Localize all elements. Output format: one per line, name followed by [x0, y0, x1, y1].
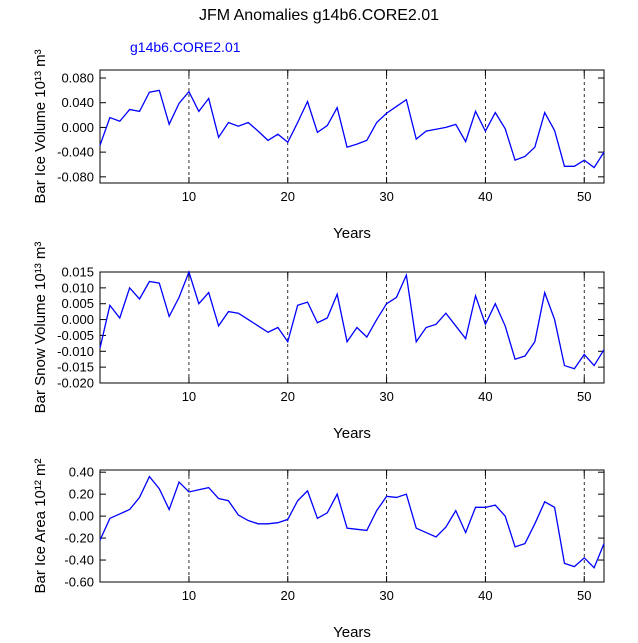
y-tick-label: 0.080 — [61, 71, 94, 86]
x-tick-label: 20 — [281, 189, 295, 204]
x-tick-label: 40 — [478, 588, 492, 603]
y-tick-label: 0.040 — [61, 95, 94, 110]
x-tick-label: 50 — [577, 189, 591, 204]
x-tick-label: 30 — [379, 588, 393, 603]
x-tick-label: 40 — [478, 189, 492, 204]
y-tick-label: 0.010 — [61, 280, 94, 295]
y-tick-label: -0.40 — [64, 553, 94, 568]
y-tick-label: 0.000 — [61, 120, 94, 135]
x-tick-label: 30 — [379, 189, 393, 204]
y-tick-label: -0.020 — [57, 376, 94, 391]
plot-frame — [99, 469, 605, 583]
y-tick-label: 0.00 — [69, 509, 94, 524]
y-axis-label: Bar Snow Volume 10¹³ m³ — [32, 242, 49, 414]
y-tick-label: -0.040 — [57, 145, 94, 160]
y-tick-label: 0.015 — [61, 265, 94, 280]
x-tick-label: 10 — [182, 588, 196, 603]
chart-subtitle: g14b6.CORE2.01 — [130, 39, 241, 55]
chart-title: JFM Anomalies g14b6.CORE2.01 — [199, 7, 439, 24]
y-tick-label: 0.000 — [61, 312, 94, 327]
x-tick-label: 50 — [577, 389, 591, 404]
y-tick-label: -0.015 — [57, 360, 94, 375]
y-tick-label: 0.40 — [69, 465, 94, 480]
data-line — [99, 89, 605, 169]
x-axis-label: Years — [333, 425, 371, 442]
y-tick-label: 0.005 — [61, 296, 94, 311]
y-tick-label: -0.080 — [57, 169, 94, 184]
data-line — [99, 270, 605, 370]
plot-frame — [99, 69, 605, 184]
x-axis-label: Years — [333, 225, 371, 242]
y-tick-label: -0.60 — [64, 575, 94, 590]
x-tick-label: 30 — [379, 389, 393, 404]
x-tick-label: 10 — [182, 189, 196, 204]
y-axis-label: Bar Ice Volume 10¹³ m³ — [32, 49, 49, 203]
y-tick-label: -0.010 — [57, 344, 94, 359]
x-axis-label: Years — [333, 624, 371, 638]
x-tick-label: 40 — [478, 389, 492, 404]
x-tick-label: 10 — [182, 389, 196, 404]
data-line — [99, 475, 605, 569]
y-axis-label: Bar Ice Area 10¹² m² — [32, 458, 49, 593]
x-tick-label: 20 — [281, 389, 295, 404]
y-tick-label: 0.20 — [69, 487, 94, 502]
plot-frame — [99, 271, 605, 384]
x-tick-label: 50 — [577, 588, 591, 603]
y-tick-label: -0.005 — [57, 328, 94, 343]
y-tick-label: -0.20 — [64, 531, 94, 546]
x-tick-label: 20 — [281, 588, 295, 603]
